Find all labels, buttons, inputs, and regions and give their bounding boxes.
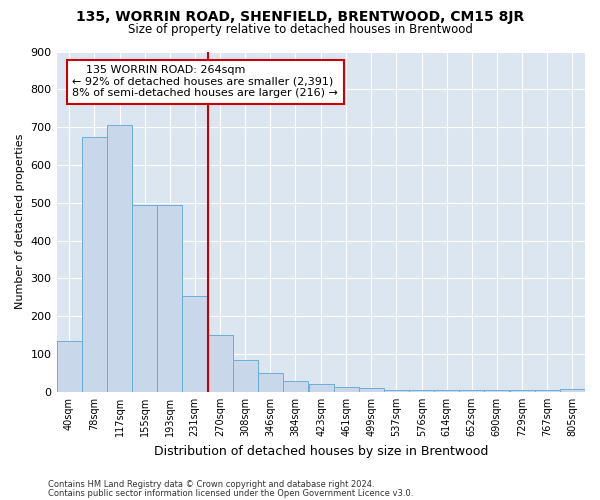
Bar xyxy=(283,380,308,392)
Text: 135, WORRIN ROAD, SHENFIELD, BRENTWOOD, CM15 8JR: 135, WORRIN ROAD, SHENFIELD, BRENTWOOD, … xyxy=(76,10,524,24)
Bar xyxy=(334,388,359,392)
Text: Contains HM Land Registry data © Crown copyright and database right 2024.: Contains HM Land Registry data © Crown c… xyxy=(48,480,374,489)
Bar xyxy=(208,335,233,392)
Text: 135 WORRIN ROAD: 264sqm
← 92% of detached houses are smaller (2,391)
8% of semi-: 135 WORRIN ROAD: 264sqm ← 92% of detache… xyxy=(73,65,338,98)
Bar xyxy=(560,389,585,392)
Bar xyxy=(484,390,509,392)
Bar xyxy=(107,126,132,392)
Bar xyxy=(157,206,182,392)
Bar xyxy=(535,390,560,392)
Bar xyxy=(359,388,383,392)
Bar xyxy=(233,360,258,392)
Bar xyxy=(132,206,157,392)
Bar xyxy=(308,384,334,392)
Bar xyxy=(182,296,207,392)
X-axis label: Distribution of detached houses by size in Brentwood: Distribution of detached houses by size … xyxy=(154,444,488,458)
Bar xyxy=(434,390,460,392)
Bar xyxy=(409,390,434,392)
Bar xyxy=(82,136,107,392)
Bar xyxy=(460,390,484,392)
Y-axis label: Number of detached properties: Number of detached properties xyxy=(15,134,25,310)
Bar xyxy=(383,390,409,392)
Bar xyxy=(510,390,535,392)
Bar xyxy=(56,341,82,392)
Text: Contains public sector information licensed under the Open Government Licence v3: Contains public sector information licen… xyxy=(48,488,413,498)
Bar xyxy=(258,373,283,392)
Text: Size of property relative to detached houses in Brentwood: Size of property relative to detached ho… xyxy=(128,22,472,36)
